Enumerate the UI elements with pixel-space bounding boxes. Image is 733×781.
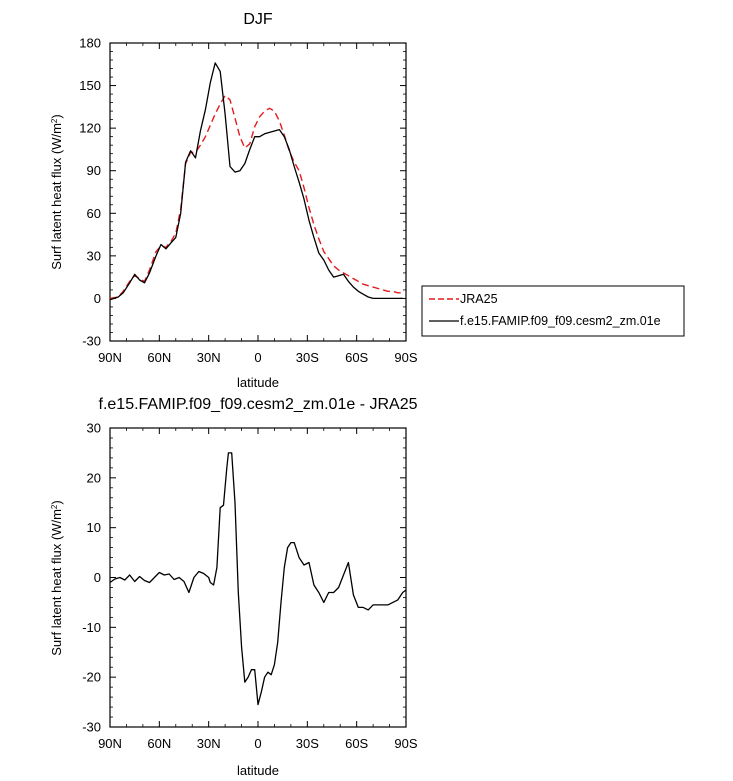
bottom-chart-x-axis-label: latitude xyxy=(237,763,279,778)
top-chart-x-tick-label: 0 xyxy=(254,350,261,365)
top-chart-series-line-2 xyxy=(109,62,403,301)
top-chart-y-tick-label: 0 xyxy=(94,291,101,306)
bottom-chart-x-tick-label: 90S xyxy=(394,736,417,751)
bottom-chart-y-tick-label: 20 xyxy=(87,470,101,485)
bottom-chart-y-tick-label: 0 xyxy=(94,570,101,585)
top-chart-y-tick-label: 150 xyxy=(79,78,101,93)
top-chart-y-tick-label: -30 xyxy=(82,334,101,349)
bottom-chart-series-line-1 xyxy=(109,452,407,706)
top-chart-x-tick-label: 30N xyxy=(197,350,221,365)
legend-label-jra25: JRA25 xyxy=(460,292,498,306)
bottom-chart-y-tick-label: 10 xyxy=(87,520,101,535)
bottom-chart-y-tick-label: 30 xyxy=(87,421,101,436)
top-chart-y-tick-label: 30 xyxy=(87,248,101,263)
bottom-chart-y-axis-label: Surf latent heat flux (W/m2) xyxy=(49,500,64,655)
bottom-chart-y-tick-label: -10 xyxy=(82,620,101,635)
top-chart-x-tick-label: 90S xyxy=(394,350,417,365)
top-chart-series-line-1 xyxy=(109,94,403,300)
top-chart-x-axis-label: latitude xyxy=(237,375,279,390)
top-chart-y-tick-label: 180 xyxy=(79,36,101,51)
top-chart-y-tick-label: 90 xyxy=(87,163,101,178)
top-chart-title: DJF xyxy=(243,11,273,28)
top-chart-plot-area: -30 0 30 60 90 120 150 180 90N 60N 30N 0 30S 60S 90S xyxy=(79,36,418,366)
bottom-chart-x-tick-label: 60N xyxy=(147,736,171,751)
legend-label-cesm2: f.e15.FAMIP.f09_f09.cesm2_zm.01e xyxy=(460,314,661,328)
bottom-chart-y-tick-label: -30 xyxy=(82,720,101,735)
top-chart-frame xyxy=(109,42,407,342)
bottom-chart-x-tick-label: 30N xyxy=(197,736,221,751)
bottom-chart-y-tick-label: -20 xyxy=(82,670,101,685)
bottom-chart-x-tick-label: 30S xyxy=(296,736,319,751)
top-chart-y-axis-label: Surf latent heat flux (W/m2) xyxy=(49,114,64,269)
top-chart-y-tick-label: 60 xyxy=(87,206,101,221)
bottom-chart-plot-area: -30 -20 -10 0 10 20 30 90N 60N 30N 0 30S 60S 90S xyxy=(82,421,418,752)
top-chart-x-tick-label: 60N xyxy=(147,350,171,365)
top-chart-x-tick-label: 30S xyxy=(296,350,319,365)
top-chart-panel: DJF -30 0 30 60 90 120 150 180 90N 60N 30N 0 30S 60S 9… xyxy=(49,11,418,390)
bottom-chart-x-tick-label: 90N xyxy=(98,736,122,751)
bottom-chart-x-tick-label: 0 xyxy=(254,736,261,751)
legend-frame xyxy=(421,285,685,337)
bottom-chart-panel: f.e15.FAMIP.f09_f09.cesm2_zm.01e - JRA25… xyxy=(49,396,418,778)
top-chart-x-tick-label: 60S xyxy=(345,350,368,365)
bottom-chart-title: f.e15.FAMIP.f09_f09.cesm2_zm.01e - JRA25 xyxy=(99,396,418,413)
top-chart-y-tick-label: 120 xyxy=(79,121,101,136)
bottom-chart-x-tick-label: 60S xyxy=(345,736,368,751)
top-chart-x-tick-label: 90N xyxy=(98,350,122,365)
top-chart-legend: JRA25 f.e15.FAMIP.f09_f09.cesm2_zm.01e xyxy=(421,285,685,337)
